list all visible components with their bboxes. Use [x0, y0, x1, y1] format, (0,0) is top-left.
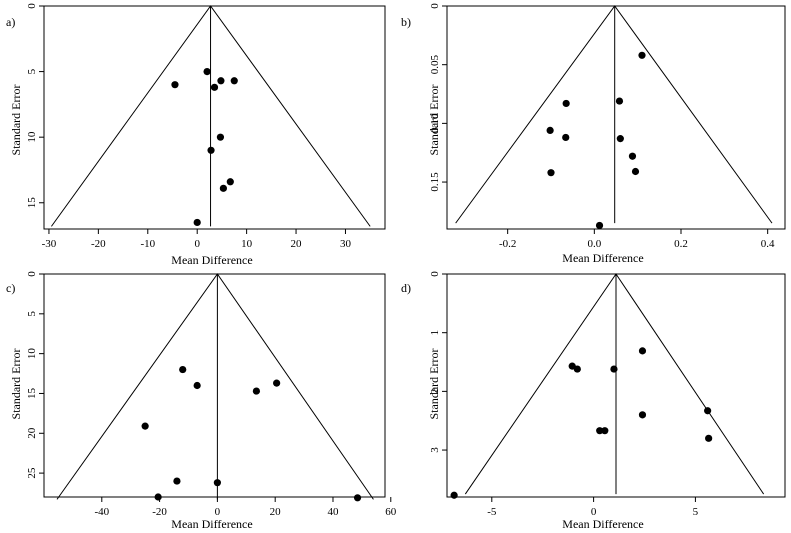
plot-frame [43, 273, 386, 498]
y-tick-label: 0.15 [429, 172, 441, 192]
x-tick-label: -30 [42, 238, 57, 250]
study-point [595, 221, 604, 230]
study-point [173, 477, 181, 485]
x-tick-label: 40 [327, 506, 339, 518]
study-point [226, 178, 234, 186]
x-tick-label: -5 [487, 506, 497, 518]
y-tick-label: 3 [429, 447, 441, 453]
study-point [203, 67, 211, 76]
study-point [252, 387, 261, 395]
x-axis-label: Mean Difference [171, 517, 252, 531]
study-point [615, 97, 624, 105]
funnel-panel-b: -0.2 0.0 0.2 0.4 0 0.05 0.10 0.15 Mean Differenc… [401, 3, 786, 265]
study-point [353, 494, 362, 502]
y-tick-label: 1 [429, 330, 441, 336]
x-tick-label: 10 [241, 238, 253, 250]
x-tick-label: -10 [140, 238, 155, 250]
x-tick-label: -40 [94, 506, 109, 518]
x-tick-label: 5 [693, 506, 699, 518]
study-point [273, 379, 281, 387]
plot-frame [43, 5, 386, 230]
study-point [547, 169, 555, 177]
study-point [638, 411, 647, 419]
funnel-panel-c: -40 -20 0 20 40 60 0 5 10 15 20 25 Mean Difference St… [6, 271, 397, 531]
study-point [179, 365, 187, 374]
study-point [219, 184, 227, 192]
x-tick-label: 0 [591, 506, 597, 518]
y-tick-label: 15 [26, 197, 38, 209]
study-point [638, 347, 647, 355]
panel-label: a) [6, 15, 15, 29]
study-point [601, 427, 609, 435]
y-tick-label: 10 [26, 348, 38, 360]
x-tick-label: 30 [340, 238, 352, 250]
study-point [562, 133, 570, 142]
panel-label: b) [401, 15, 411, 29]
x-tick-label: 0 [215, 506, 221, 518]
y-tick-label: 25 [26, 467, 38, 479]
x-axis-label: Mean Difference [562, 517, 643, 531]
study-point [213, 479, 221, 487]
study-point [193, 381, 201, 390]
x-tick-label: 0 [194, 238, 200, 250]
study-point [217, 77, 225, 85]
study-point [546, 126, 554, 135]
y-tick-label: 20 [26, 427, 38, 439]
y-axis-label: Standard Error [9, 85, 23, 156]
y-axis-label: Standard Error [427, 85, 441, 156]
study-point [705, 434, 713, 442]
y-tick-label: 0 [26, 271, 38, 277]
study-point [628, 152, 637, 160]
study-point [193, 218, 201, 227]
x-tick-label: 0.4 [761, 238, 775, 250]
study-point [596, 427, 604, 435]
plot-frame [446, 5, 786, 230]
study-point [638, 51, 646, 59]
study-point [610, 365, 618, 373]
study-point [450, 491, 458, 499]
funnel-boundary-line [455, 5, 773, 224]
x-axis-label: Mean Difference [171, 253, 252, 267]
study-point [704, 407, 712, 415]
y-tick-label: 0 [429, 271, 441, 277]
x-tick-label: 20 [291, 238, 303, 250]
x-tick-label: -0.2 [499, 238, 516, 250]
funnel-boundary-line [56, 273, 374, 500]
panel-label: c) [6, 281, 15, 295]
y-tick-label: 0.10 [429, 113, 441, 133]
study-point [562, 99, 570, 108]
x-tick-label: 60 [385, 506, 397, 518]
y-tick-label: 2 [429, 389, 441, 395]
study-point [616, 135, 624, 143]
y-tick-label: 5 [26, 311, 38, 317]
x-tick-label: -20 [152, 506, 167, 518]
y-tick-label: 10 [26, 131, 38, 143]
study-point [216, 133, 225, 141]
x-tick-label: -20 [91, 238, 106, 250]
x-axis-label: Mean Difference [562, 251, 643, 265]
x-tick-label: 20 [270, 506, 282, 518]
study-point [171, 81, 179, 89]
study-point [210, 83, 219, 91]
study-point [207, 146, 215, 154]
study-point [141, 422, 149, 430]
funnel-panel-a: -30 -20 -10 0 10 20 30 0 5 10 15 Mean Difference Sta… [6, 3, 386, 267]
y-tick-label: 0.05 [429, 55, 441, 75]
y-tick-label: 0 [429, 3, 441, 9]
study-point [230, 77, 238, 85]
y-tick-label: 15 [26, 387, 38, 399]
study-point [631, 167, 640, 176]
y-tick-label: 0 [26, 3, 38, 9]
study-point [573, 365, 581, 373]
x-tick-label: 0.0 [587, 238, 601, 250]
panel-label: d) [401, 281, 411, 295]
y-axis-label: Standard Error [427, 349, 441, 420]
funnel-panel-d: -5 0 5 0 1 2 3 Mean Difference Standard Error d) [401, 271, 786, 531]
study-point [154, 493, 162, 501]
funnel-boundary-line [464, 273, 765, 495]
y-axis-label: Standard Error [9, 349, 23, 420]
y-tick-label: 5 [26, 68, 38, 74]
x-tick-label: 0.2 [674, 238, 688, 250]
